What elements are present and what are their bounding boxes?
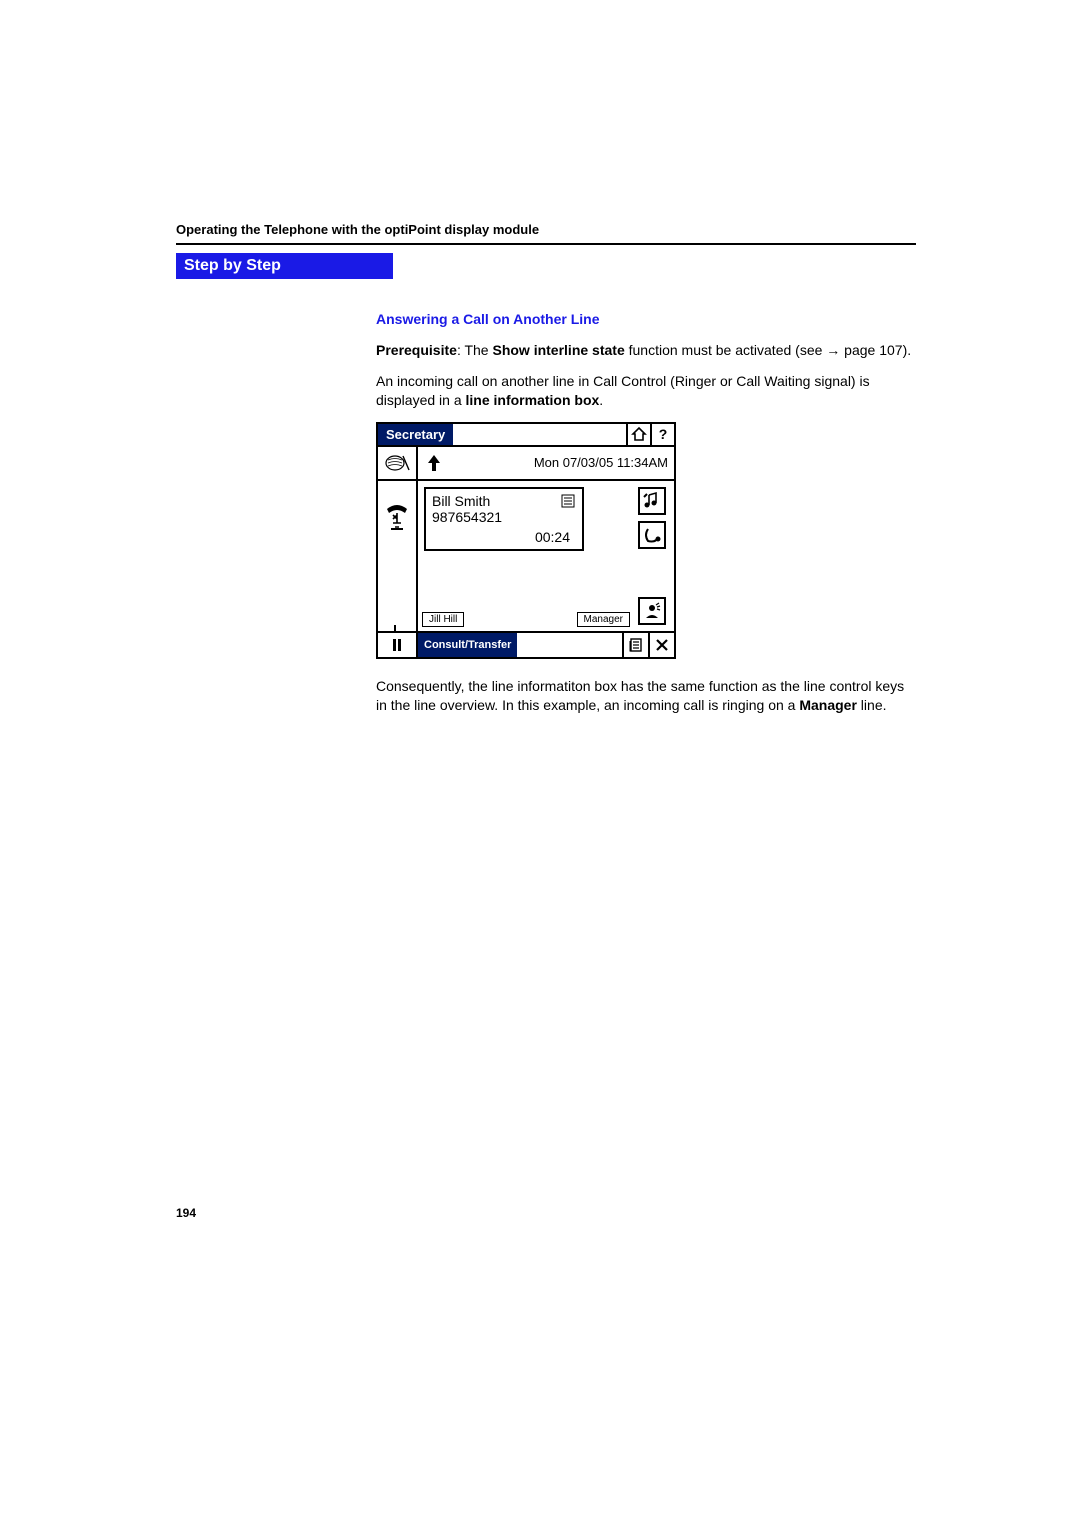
- handwriting-icon[interactable]: [378, 447, 418, 479]
- phone-right-rail: [634, 481, 674, 631]
- line-connector: [394, 625, 396, 633]
- home-icon[interactable]: [626, 424, 650, 445]
- phone-left-rail: [378, 481, 418, 631]
- help-icon[interactable]: ?: [650, 424, 674, 445]
- record-icon[interactable]: [638, 521, 666, 549]
- arrow-icon: →: [826, 342, 840, 358]
- phone-display: Secretary ?: [376, 422, 676, 659]
- text: : The: [457, 342, 493, 358]
- section-subheading: Answering a Call on Another Line: [376, 311, 916, 327]
- spacer: [517, 633, 622, 657]
- phone-bottom-bar: Consult/Transfer: [378, 631, 674, 657]
- term-manager: Manager: [799, 697, 857, 713]
- up-arrow-icon[interactable]: [418, 447, 450, 479]
- text: function must be activated (see: [625, 342, 827, 358]
- step-by-step-label: Step by Step: [176, 253, 393, 279]
- line-label-right[interactable]: Manager: [577, 612, 630, 627]
- phone-bottom-left: [378, 633, 418, 657]
- page-content: Operating the Telephone with the optiPoi…: [176, 222, 916, 726]
- call-duration: 00:24: [432, 529, 576, 545]
- spacer: [453, 424, 626, 445]
- function-name: Show interline state: [492, 342, 624, 358]
- phone-datetime: Mon 07/03/05 11:34AM: [450, 447, 674, 479]
- call-info-box[interactable]: Bill Smith 987654321 00:24: [424, 487, 584, 551]
- phone-middle: Bill Smith 987654321 00:24 Jil: [378, 481, 674, 631]
- page-number: 194: [176, 1206, 196, 1220]
- text: line.: [857, 697, 887, 713]
- left-column: [176, 279, 376, 726]
- two-column-layout: Answering a Call on Another Line Prerequ…: [176, 279, 916, 726]
- consult-transfer-label[interactable]: Consult/Transfer: [418, 633, 517, 657]
- double-bar-icon: [390, 637, 404, 653]
- right-column: Answering a Call on Another Line Prerequ…: [376, 279, 916, 726]
- phone-date-row: Mon 07/03/05 11:34AM: [378, 447, 674, 481]
- intro-paragraph: An incoming call on another line in Call…: [376, 372, 916, 410]
- doc-header: Operating the Telephone with the optiPoi…: [176, 222, 916, 245]
- phone-title: Secretary: [378, 424, 453, 445]
- svg-text:?: ?: [659, 426, 668, 442]
- handset-icon[interactable]: [383, 503, 411, 533]
- line-label-left[interactable]: Jill Hill: [422, 612, 464, 627]
- prerequisite-label: Prerequisite: [376, 342, 457, 358]
- text: page 107).: [840, 342, 911, 358]
- term-line-info-box: line information box: [466, 392, 600, 408]
- list-icon[interactable]: [622, 633, 648, 657]
- text: .: [599, 392, 603, 408]
- line-labels-row: Jill Hill Manager: [418, 612, 634, 627]
- contact-icon[interactable]: [638, 597, 666, 625]
- close-icon[interactable]: [648, 633, 674, 657]
- phone-top-bar: Secretary ?: [378, 424, 674, 447]
- text: An incoming call on another line in Call…: [376, 373, 870, 408]
- phone-center: Bill Smith 987654321 00:24 Jil: [418, 481, 634, 631]
- caller-number: 987654321: [432, 509, 576, 525]
- conclusion-paragraph: Consequently, the line informatiton box …: [376, 677, 916, 715]
- caller-name: Bill Smith: [432, 493, 576, 509]
- music-icon[interactable]: [638, 487, 666, 515]
- notes-icon[interactable]: [560, 493, 576, 509]
- prerequisite-paragraph: Prerequisite: The Show interline state f…: [376, 341, 916, 360]
